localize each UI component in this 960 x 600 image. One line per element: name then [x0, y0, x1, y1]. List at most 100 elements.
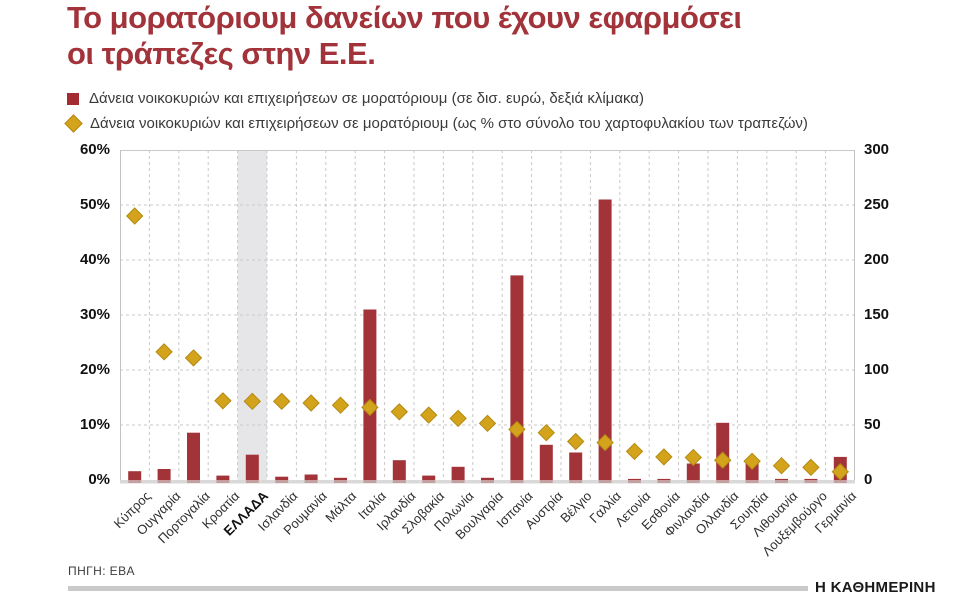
bar-reflection: [657, 480, 671, 483]
bar-reflection: [216, 480, 230, 483]
axis-tick-label-right: 250: [864, 196, 890, 213]
axis-tick-label-left: 60%: [79, 141, 110, 158]
bar: [334, 477, 347, 480]
bar: [128, 471, 142, 480]
bar-reflection: [334, 480, 347, 483]
axis-tick-label-left: 30%: [79, 306, 110, 323]
diamond-marker: [566, 432, 585, 451]
bar: [804, 478, 818, 480]
x-axis-label: Βέλγιο: [557, 488, 595, 526]
axis-tick-label-left: 50%: [79, 196, 110, 213]
axis-tick-label-right: 100: [864, 361, 890, 378]
diamond-marker: [508, 420, 526, 439]
bar-reflection: [775, 480, 788, 483]
bar-reflection: [451, 480, 465, 483]
diamond-marker: [125, 207, 144, 225]
page-title: Το μορατόριουμ δανείων που έχουν εφαρμόσ…: [67, 0, 742, 72]
diamond-marker: [243, 392, 262, 411]
diamond-marker: [390, 403, 409, 421]
axis-tick-label-left: 20%: [79, 361, 110, 378]
bar-reflection: [392, 480, 406, 483]
bar: [422, 475, 436, 480]
bar: [510, 275, 524, 480]
bar: [157, 469, 171, 480]
title-line-1: Το μορατόριουμ δανείων που έχουν εφαρμόσ…: [67, 0, 742, 35]
diamond-marker: [743, 452, 761, 471]
bar-reflection: [245, 480, 259, 483]
legend-label-bars: Δάνεια νοικοκυριών και επιχειρήσεων σε μ…: [89, 90, 644, 107]
bar: [187, 432, 200, 480]
axis-tick-label-left: 10%: [79, 416, 110, 433]
bar: [392, 460, 406, 480]
diamond-marker: [625, 442, 644, 461]
bar-reflection: [833, 480, 847, 483]
plot-area: [120, 150, 855, 490]
bar: [569, 452, 583, 480]
axis-tick-label-right: 0: [864, 471, 873, 488]
diamond-marker: [655, 448, 673, 466]
diamond-marker: [361, 398, 379, 417]
bar: [451, 466, 465, 480]
axis-tick-label-left: 0%: [88, 471, 110, 488]
bar: [598, 199, 612, 480]
bar-reflection: [481, 480, 494, 483]
x-axis-line: [120, 480, 855, 484]
axis-tick-label-right: 200: [864, 251, 890, 268]
bar: [304, 474, 318, 480]
diamond-marker: [302, 394, 320, 412]
legend: Δάνεια νοικοκυριών και επιχειρήσεων σε μ…: [64, 86, 808, 136]
diamond-marker: [419, 406, 438, 424]
diamond-marker: [772, 456, 791, 475]
diamond-marker: [684, 448, 703, 467]
bar: [539, 444, 553, 480]
plot-svg: [120, 150, 855, 484]
source-note: ΠΗΓΗ: EBA: [68, 564, 135, 578]
bar: [775, 478, 788, 480]
diamond-marker: [713, 451, 732, 469]
bar: [363, 309, 377, 480]
axis-tick-label-right: 50: [864, 416, 881, 433]
title-line-2: οι τράπεζες στην Ε.Ε.: [67, 36, 376, 71]
x-axis-label: Μάλτα: [322, 488, 360, 526]
legend-row-diamonds: Δάνεια νοικοκυριών και επιχειρήσεων σε μ…: [64, 111, 808, 136]
bar-reflection: [128, 480, 142, 483]
square-icon: [67, 92, 79, 105]
bar: [481, 477, 494, 480]
diamond-marker: [184, 349, 203, 367]
bar-reflection: [686, 480, 700, 483]
footer-divider: [68, 586, 808, 591]
diamond-marker: [272, 392, 291, 411]
diamond-marker: [331, 396, 350, 414]
diamond-marker: [831, 463, 850, 481]
legend-row-bars: Δάνεια νοικοκυριών και επιχειρήσεων σε μ…: [67, 86, 808, 111]
bar-reflection: [363, 480, 377, 483]
bar-reflection: [804, 480, 818, 483]
bar-reflection: [628, 480, 641, 483]
diamond-marker: [449, 409, 467, 428]
bar: [628, 478, 641, 480]
axis-tick-label-right: 300: [864, 141, 890, 158]
legend-label-diamonds: Δάνεια νοικοκυριών και επιχειρήσεων σε μ…: [90, 115, 808, 132]
diamond-marker: [478, 414, 497, 433]
brand-logo: Η ΚΑΘΗΜΕΡΙΝΗ: [815, 579, 936, 596]
axis-tick-label-left: 40%: [79, 251, 110, 268]
axis-tick-label-right: 150: [864, 306, 890, 323]
bar-reflection: [275, 480, 289, 483]
bar-reflection: [539, 480, 553, 483]
diamond-marker: [596, 433, 614, 452]
bar-reflection: [716, 480, 730, 483]
bar: [686, 463, 700, 480]
bar-reflection: [569, 480, 583, 483]
diamond-marker: [155, 343, 173, 361]
bar-reflection: [422, 480, 436, 483]
diamond-marker: [537, 423, 556, 442]
diamond-marker: [802, 458, 820, 477]
diamond-marker: [214, 392, 232, 410]
bar-reflection: [157, 480, 171, 483]
bar-reflection: [745, 480, 759, 483]
bar-reflection: [510, 480, 524, 483]
bar: [275, 476, 289, 480]
bar: [245, 454, 259, 480]
bar: [716, 422, 730, 480]
